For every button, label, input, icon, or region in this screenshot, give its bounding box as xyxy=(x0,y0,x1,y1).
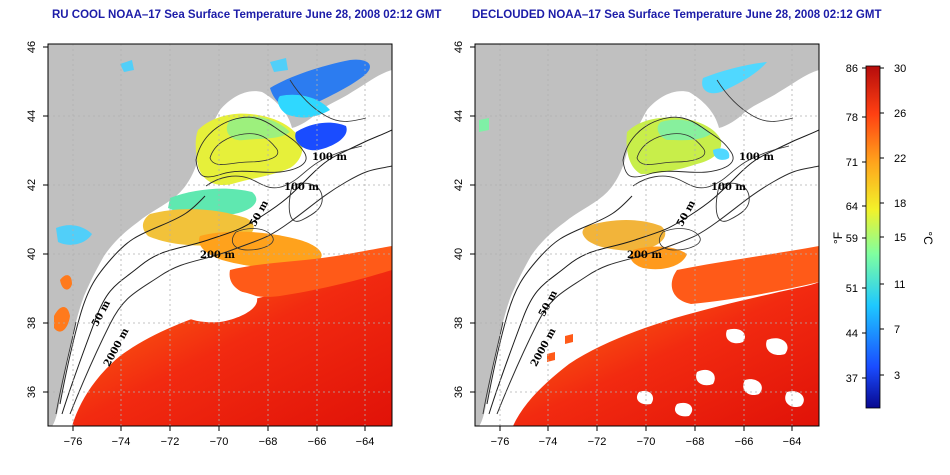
colorbar-celsius-tick: 3 xyxy=(894,370,900,382)
cloud-gap-offshore xyxy=(170,289,258,323)
x-tick-label: −76 xyxy=(64,436,83,448)
y-tick-label: 42 xyxy=(453,179,465,191)
colorbar-fahrenheit-unit: °F xyxy=(831,232,845,244)
sst-gulf-stream xyxy=(72,262,392,426)
depth-label-200m: 200 m xyxy=(200,250,235,261)
colorbar-fahrenheit-tick: 37 xyxy=(846,373,858,385)
sst-mid-shelf xyxy=(582,220,666,251)
sst-georges-bank xyxy=(168,188,257,216)
colorbar-celsius-tick: 7 xyxy=(894,324,900,336)
map-right-frame xyxy=(474,43,820,427)
y-tick-label: 36 xyxy=(26,386,38,398)
y-tick-label: 44 xyxy=(453,110,465,122)
colorbar-gradient xyxy=(865,65,881,409)
sst-slope-water xyxy=(229,246,392,297)
sst-gulf-stream xyxy=(513,282,819,426)
colorbar-fahrenheit-tick: 44 xyxy=(846,328,858,340)
x-tick-label: −74 xyxy=(539,436,558,448)
map-left: 100 m 100 m 50 m 200 m 50 m 2000 m −76 −… xyxy=(26,41,393,448)
colorbar-fahrenheit-tick: 86 xyxy=(846,63,858,75)
colorbar-celsius-tick: 22 xyxy=(894,153,906,165)
x-tick-label: −66 xyxy=(308,436,327,448)
gridlines xyxy=(48,44,392,426)
colorbar-fahrenheit-tick: 64 xyxy=(846,201,858,213)
sst-isolated-cool xyxy=(479,118,489,132)
map-right-title: DECLOUDED NOAA–17 Sea Surface Temperatur… xyxy=(472,9,882,21)
y-tick-label: 40 xyxy=(453,248,465,260)
x-tick-label: −64 xyxy=(783,436,802,448)
x-tick-label: −72 xyxy=(161,436,180,448)
sst-shelf-warm-patch xyxy=(630,246,687,270)
land-mass xyxy=(475,44,819,426)
colorbar-fahrenheit-tick: 59 xyxy=(846,233,858,245)
y-tick-label: 36 xyxy=(453,386,465,398)
x-axis-left xyxy=(72,426,366,431)
x-tick-label: −70 xyxy=(210,436,229,448)
x-axis-right xyxy=(499,426,793,431)
y-tick-label: 46 xyxy=(26,41,38,53)
colorbar-fahrenheit-tick: 51 xyxy=(846,283,858,295)
sst-coastal-spots xyxy=(547,334,573,362)
depth-label-100m-a: 100 m xyxy=(739,152,774,163)
y-axis-right xyxy=(470,46,475,393)
y-tick-label: 38 xyxy=(26,317,38,329)
depth-label-200m: 200 m xyxy=(627,250,662,261)
x-tick-label: −76 xyxy=(491,436,510,448)
y-tick-label: 46 xyxy=(453,41,465,53)
colorbar-celsius-tick: 11 xyxy=(894,279,905,291)
colorbar-fahrenheit-tick: 78 xyxy=(846,112,858,124)
colorbar-celsius-tick: 30 xyxy=(894,63,906,75)
sst-nearshore-warm xyxy=(54,275,72,332)
sst-warm-tongue xyxy=(198,231,322,268)
y-axis-left xyxy=(43,46,48,393)
land-mass xyxy=(48,44,392,426)
gridlines xyxy=(475,44,819,426)
depth-label-100m-a: 100 m xyxy=(312,152,347,163)
depth-label-100m-b: 100 m xyxy=(711,182,746,193)
colorbar-fahrenheit-tick: 71 xyxy=(846,157,858,169)
colorbar: 86 78 71 64 59 51 44 37 30 26 22 18 15 1… xyxy=(831,63,935,409)
x-tick-label: −66 xyxy=(735,436,754,448)
sst-coastal-cool xyxy=(702,62,767,160)
y-tick-label: 40 xyxy=(26,248,38,260)
x-tick-label: −68 xyxy=(259,436,278,448)
y-tick-label: 38 xyxy=(453,317,465,329)
colorbar-celsius-unit: °C xyxy=(921,231,935,245)
colorbar-celsius-tick: 18 xyxy=(894,198,906,210)
sst-scotian-blue xyxy=(295,122,347,151)
map-left-title: RU COOL NOAA–17 Sea Surface Temperature … xyxy=(52,9,442,21)
map-right: 100 m 100 m 50 m 200 m 50 m 2000 m −76 −… xyxy=(453,41,820,448)
y-tick-label: 44 xyxy=(26,110,38,122)
map-left-frame xyxy=(47,43,393,427)
depth-label-100m-b: 100 m xyxy=(284,182,319,193)
sst-slope-warm xyxy=(671,246,819,304)
x-tick-label: −70 xyxy=(637,436,656,448)
colorbar-ticks xyxy=(862,67,884,379)
x-tick-label: −68 xyxy=(686,436,705,448)
colorbar-celsius-tick: 26 xyxy=(894,108,906,120)
x-tick-label: −74 xyxy=(112,436,131,448)
x-tick-label: −72 xyxy=(588,436,607,448)
colorbar-celsius-tick: 15 xyxy=(894,232,906,244)
y-tick-label: 42 xyxy=(26,179,38,191)
x-tick-label: −64 xyxy=(356,436,375,448)
